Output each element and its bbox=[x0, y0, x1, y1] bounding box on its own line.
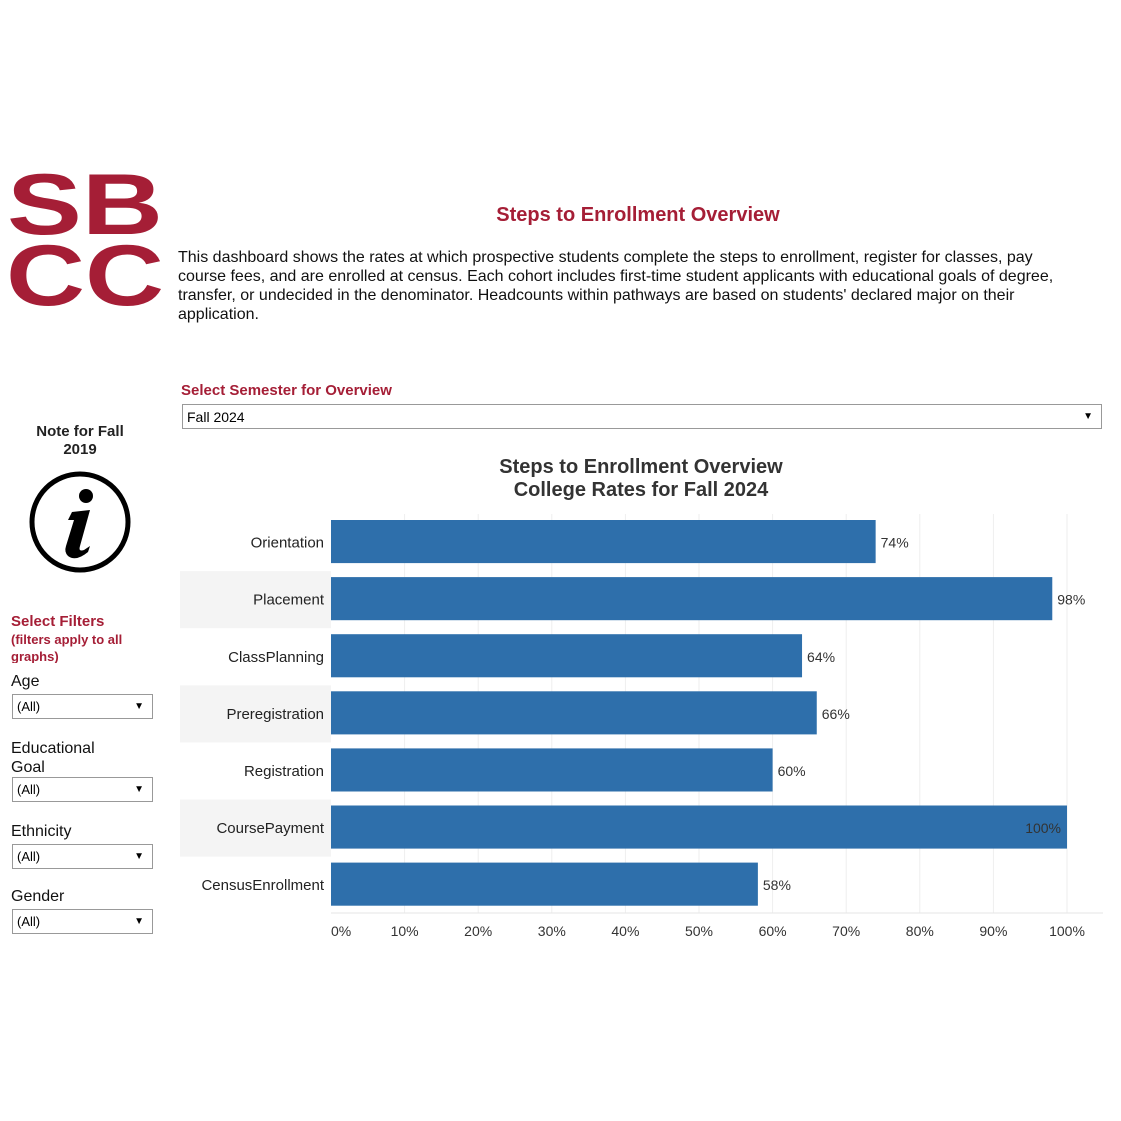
category-label: CoursePayment bbox=[216, 820, 324, 837]
semester-value: Fall 2024 bbox=[187, 408, 245, 425]
chart-title-line1: Steps to Enrollment Overview bbox=[499, 456, 783, 478]
category-label: CensusEnrollment bbox=[201, 877, 324, 894]
chevron-down-icon: ▼ bbox=[134, 916, 144, 927]
filter-value: (All) bbox=[17, 782, 41, 797]
data-label: 58% bbox=[763, 877, 791, 893]
x-tick-label: 80% bbox=[906, 923, 934, 939]
svg-text:SB: SB bbox=[7, 168, 163, 253]
x-tick-label: 40% bbox=[611, 923, 639, 939]
filter-value: (All) bbox=[17, 699, 41, 714]
data-label: 64% bbox=[807, 649, 835, 665]
category-label: Registration bbox=[244, 763, 324, 780]
note-label: Note for Fall 2019 bbox=[36, 423, 124, 458]
row-band bbox=[180, 685, 331, 743]
filters-heading: Select Filters (filters apply to all grap… bbox=[11, 613, 151, 663]
bar-coursepayment bbox=[331, 805, 1067, 849]
data-label: 60% bbox=[778, 763, 806, 779]
x-tick-label: 100% bbox=[1049, 923, 1085, 939]
x-tick-label: 30% bbox=[538, 923, 566, 939]
x-tick-label: 0% bbox=[331, 923, 351, 939]
bar-registration bbox=[331, 748, 773, 792]
semester-select[interactable]: Fall 2024 ▼ bbox=[182, 404, 1102, 429]
x-tick-label: 50% bbox=[685, 923, 713, 939]
info-icon[interactable] bbox=[28, 470, 132, 574]
data-label: 98% bbox=[1057, 592, 1085, 608]
bar-placement bbox=[331, 577, 1053, 621]
bar-censusenrollment bbox=[331, 862, 758, 906]
x-tick-label: 70% bbox=[832, 923, 860, 939]
category-label: Preregistration bbox=[226, 706, 324, 723]
svg-text:CC: CC bbox=[6, 228, 164, 310]
x-tick-label: 10% bbox=[391, 923, 419, 939]
chevron-down-icon: ▼ bbox=[134, 851, 144, 862]
filter-value: (All) bbox=[17, 849, 41, 864]
row-band bbox=[180, 571, 331, 629]
chart-subtitle: College Rates for Fall 2024 bbox=[513, 479, 769, 501]
data-label: 74% bbox=[881, 535, 909, 551]
bar-classplanning bbox=[331, 634, 803, 678]
x-tick-label: 20% bbox=[464, 923, 492, 939]
bar-orientation bbox=[331, 520, 876, 564]
chevron-down-icon: ▼ bbox=[134, 784, 144, 795]
filter-select-gender[interactable]: (All) ▼ bbox=[12, 909, 153, 934]
semester-label: Select Semester for Overview bbox=[181, 382, 392, 399]
filter-label-educational-goal: Educational Goal bbox=[11, 740, 95, 776]
chart-title: Steps to Enrollment Overview College Rate… bbox=[330, 456, 952, 502]
filter-label-age: Age bbox=[11, 673, 40, 690]
filter-label-ethnicity: Ethnicity bbox=[11, 823, 72, 840]
filters-subtitle: (filters apply to all graphs) bbox=[11, 632, 123, 663]
filter-select-age[interactable]: (All) ▼ bbox=[12, 694, 153, 719]
chevron-down-icon: ▼ bbox=[134, 701, 144, 712]
row-band bbox=[180, 799, 331, 857]
x-tick-label: 60% bbox=[759, 923, 787, 939]
filter-select-educational-goal[interactable]: (All) ▼ bbox=[12, 777, 153, 802]
category-label: Orientation bbox=[251, 535, 324, 552]
category-label: ClassPlanning bbox=[228, 649, 324, 666]
data-label: 66% bbox=[822, 706, 850, 722]
filter-value: (All) bbox=[17, 914, 41, 929]
data-label: 100% bbox=[1025, 820, 1061, 836]
chevron-down-icon: ▼ bbox=[1083, 411, 1093, 422]
bar-preregistration bbox=[331, 691, 817, 735]
filter-label-gender: Gender bbox=[11, 888, 65, 905]
sbcc-logo: SB CC bbox=[6, 168, 164, 310]
filters-title: Select Filters bbox=[11, 613, 105, 630]
category-label: Placement bbox=[253, 592, 325, 609]
filter-select-ethnicity[interactable]: (All) ▼ bbox=[12, 844, 153, 869]
x-tick-label: 90% bbox=[979, 923, 1007, 939]
dashboard-title: Steps to Enrollment Overview bbox=[496, 204, 780, 226]
dashboard-description: This dashboard shows the rates at which … bbox=[178, 249, 1054, 323]
